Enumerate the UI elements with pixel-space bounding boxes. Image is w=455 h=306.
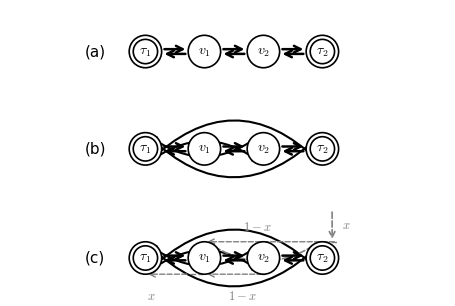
FancyArrowPatch shape	[147, 141, 259, 163]
Circle shape	[305, 242, 338, 274]
Text: (b): (b)	[84, 141, 106, 156]
Text: $\tau_2$: $\tau_2$	[315, 251, 328, 265]
Circle shape	[129, 35, 161, 68]
FancyArrowPatch shape	[167, 257, 185, 264]
Circle shape	[247, 242, 279, 274]
Circle shape	[305, 35, 338, 68]
FancyArrowPatch shape	[284, 257, 303, 264]
FancyArrowPatch shape	[149, 244, 261, 266]
Circle shape	[188, 132, 220, 165]
Text: $\tau_1$: $\tau_1$	[139, 251, 151, 265]
FancyArrowPatch shape	[149, 244, 320, 286]
FancyArrowPatch shape	[167, 50, 185, 57]
FancyArrowPatch shape	[282, 252, 300, 259]
Circle shape	[129, 242, 161, 274]
FancyArrowPatch shape	[147, 121, 318, 163]
Circle shape	[188, 242, 220, 274]
Text: $1-x$: $1-x$	[228, 290, 257, 304]
FancyArrowPatch shape	[223, 252, 241, 259]
FancyArrowPatch shape	[149, 134, 261, 157]
FancyArrowPatch shape	[282, 143, 300, 150]
Text: (a): (a)	[85, 44, 106, 59]
Circle shape	[305, 132, 338, 165]
FancyArrowPatch shape	[226, 257, 244, 264]
Text: $x$: $x$	[341, 219, 349, 232]
FancyArrowPatch shape	[164, 46, 182, 53]
Circle shape	[188, 35, 220, 68]
FancyArrowPatch shape	[223, 143, 241, 150]
FancyArrowPatch shape	[164, 143, 182, 150]
FancyArrowPatch shape	[167, 148, 185, 155]
FancyArrowPatch shape	[208, 242, 319, 261]
Text: $x$: $x$	[147, 290, 155, 304]
FancyArrowPatch shape	[282, 46, 300, 53]
Circle shape	[247, 132, 279, 165]
Text: $v_1$: $v_1$	[197, 251, 210, 265]
Text: $\tau_2$: $\tau_2$	[315, 45, 328, 58]
FancyArrowPatch shape	[147, 230, 318, 272]
Text: (c): (c)	[85, 251, 105, 266]
FancyArrowPatch shape	[147, 250, 259, 272]
FancyArrowPatch shape	[284, 50, 303, 57]
Text: $v_2$: $v_2$	[256, 45, 269, 58]
FancyArrowPatch shape	[226, 148, 244, 155]
Text: $\tau_1$: $\tau_1$	[139, 45, 151, 58]
Circle shape	[129, 132, 161, 165]
Text: $\tau_2$: $\tau_2$	[315, 142, 328, 156]
FancyArrowPatch shape	[223, 46, 241, 53]
Text: $v_1$: $v_1$	[197, 142, 210, 156]
FancyArrowPatch shape	[164, 252, 182, 259]
FancyArrowPatch shape	[226, 50, 244, 57]
FancyArrowPatch shape	[149, 135, 320, 177]
Text: $\tau_1$: $\tau_1$	[139, 142, 151, 156]
Text: $v_2$: $v_2$	[256, 142, 269, 156]
Text: $1-x$: $1-x$	[243, 221, 271, 234]
Text: $v_1$: $v_1$	[197, 45, 210, 58]
Text: $v_2$: $v_2$	[256, 251, 269, 265]
FancyArrowPatch shape	[284, 148, 303, 155]
Circle shape	[247, 35, 279, 68]
